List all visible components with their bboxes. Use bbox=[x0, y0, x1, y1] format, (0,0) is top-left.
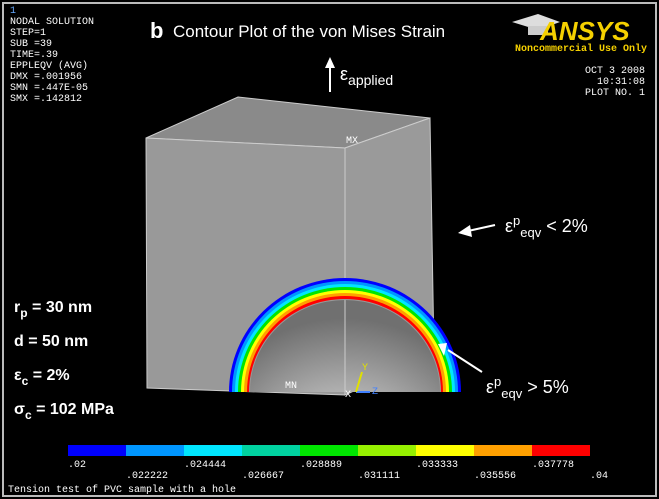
legend-label: .028889 bbox=[300, 460, 342, 471]
symbol: ε bbox=[340, 64, 348, 84]
legend-swatch bbox=[126, 445, 184, 456]
superscript: p bbox=[513, 213, 520, 228]
info-line: DMX =.001956 bbox=[10, 72, 82, 83]
param-text: = 102 MPa bbox=[32, 401, 114, 418]
footer: Tension test of PVC sample with a hole bbox=[8, 484, 236, 496]
screen: MX MN Y X Z 1NODAL SOLUTIONSTEP=1SUB =39… bbox=[0, 0, 659, 499]
legend-swatch bbox=[68, 445, 126, 456]
info-line: 1 bbox=[10, 6, 16, 17]
info-line: SUB =39 bbox=[10, 39, 52, 50]
subscript: applied bbox=[348, 72, 393, 88]
legend-label: .031111 bbox=[358, 471, 400, 482]
legend-swatch bbox=[300, 445, 358, 456]
axis-label: Z bbox=[372, 387, 378, 398]
legend-label: .022222 bbox=[126, 471, 168, 482]
param: d = 50 nm bbox=[14, 333, 88, 350]
legend-label: .024444 bbox=[184, 460, 226, 471]
legend-label: .035556 bbox=[474, 471, 516, 482]
legend-label: .04 bbox=[590, 471, 608, 482]
info-line: SMN =.447E-05 bbox=[10, 83, 88, 94]
legend-label: .02 bbox=[68, 460, 86, 471]
legend-swatch bbox=[416, 445, 474, 456]
legend-label: .037778 bbox=[532, 460, 574, 471]
stamp-line: PLOT NO. 1 bbox=[585, 88, 645, 99]
param-base: d = 50 nm bbox=[14, 333, 88, 350]
axis-label: X bbox=[345, 390, 351, 401]
text: < 2% bbox=[541, 216, 588, 236]
legend-label: .033333 bbox=[416, 460, 458, 471]
info-line: STEP=1 bbox=[10, 28, 46, 39]
legend-swatch bbox=[474, 445, 532, 456]
info-line: SMX =.142812 bbox=[10, 94, 82, 105]
node-label: MX bbox=[346, 136, 358, 147]
legend-swatch bbox=[358, 445, 416, 456]
logo-note: Noncommercial Use Only bbox=[515, 43, 647, 55]
superscript: p bbox=[494, 374, 501, 389]
logo: ANSYS bbox=[539, 16, 630, 46]
stamp-line: OCT 3 2008 bbox=[585, 66, 645, 77]
axis-label: Y bbox=[362, 363, 368, 374]
symbol: ε bbox=[486, 377, 494, 397]
legend-swatch bbox=[532, 445, 590, 456]
legend-label: .026667 bbox=[242, 471, 284, 482]
subscript: eqv bbox=[501, 386, 522, 401]
text: > 5% bbox=[522, 377, 569, 397]
title: Contour Plot of the von Mises Strain bbox=[173, 22, 445, 41]
panel-label: b bbox=[150, 18, 163, 43]
param-text: = 30 nm bbox=[28, 299, 92, 316]
param-text: = 2% bbox=[28, 367, 69, 384]
param-base: σ bbox=[14, 401, 25, 418]
info-line: EPPLEQV (AVG) bbox=[10, 60, 88, 72]
info-line: TIME=.39 bbox=[10, 50, 58, 61]
symbol: ε bbox=[505, 216, 513, 236]
legend-swatch bbox=[184, 445, 242, 456]
param-sub: p bbox=[20, 306, 27, 320]
node-label: MN bbox=[285, 381, 297, 392]
legend-swatch bbox=[242, 445, 300, 456]
subscript: eqv bbox=[520, 225, 541, 240]
stamp-line: 10:31:08 bbox=[597, 77, 645, 88]
info-line: NODAL SOLUTION bbox=[10, 17, 94, 28]
